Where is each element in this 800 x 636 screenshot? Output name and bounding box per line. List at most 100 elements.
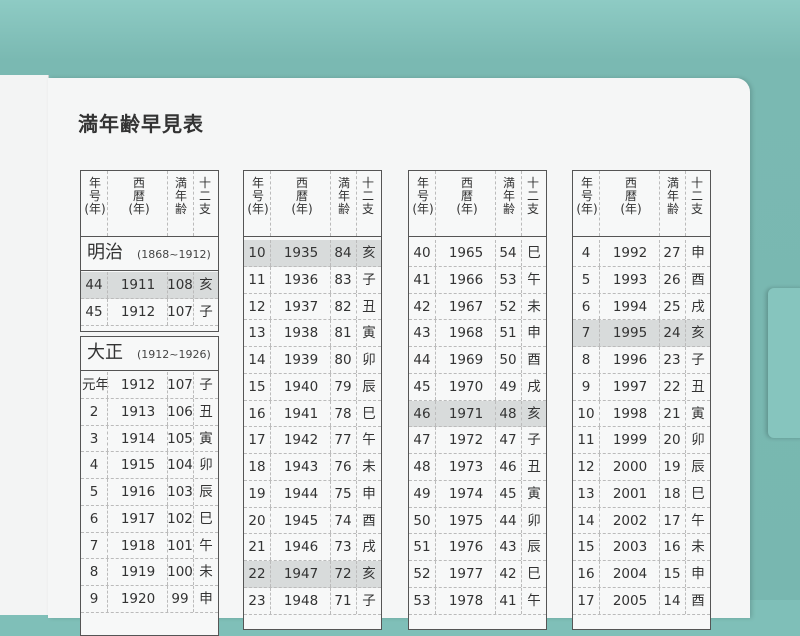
column-divider (356, 266, 357, 293)
era-year: 44 (85, 277, 103, 293)
era-year: 53 (413, 592, 431, 609)
zodiac: 卯 (199, 457, 213, 474)
age: 16 (663, 539, 681, 556)
column-divider (330, 293, 331, 320)
age: 14 (663, 592, 681, 609)
zodiac: 寅 (362, 325, 376, 342)
column-divider (270, 320, 271, 346)
column-divider (435, 587, 436, 614)
western-year: 1948 (283, 592, 319, 609)
era-year: 3 (89, 430, 99, 447)
age: 72 (334, 566, 352, 582)
column-divider (107, 559, 108, 585)
column-divider (435, 320, 436, 346)
column-divider (495, 561, 496, 587)
column-divider (599, 561, 600, 587)
column-divider (685, 293, 686, 320)
column-divider (193, 298, 194, 325)
column-divider (356, 240, 357, 266)
age: 51 (499, 325, 517, 342)
column-divider (107, 586, 108, 612)
western-year: 1977 (448, 566, 484, 582)
column-divider (330, 320, 331, 346)
column-divider (167, 505, 168, 532)
column-divider (495, 171, 496, 236)
western-year: 1941 (283, 405, 319, 422)
western-year: 1998 (612, 405, 648, 422)
age-table: 年号(年) 西暦(年) 満年齢 十二支 4 1992 27 申 5 1993 26 酉 6 1994 25 戌… (572, 170, 711, 630)
zodiac: 亥 (691, 325, 705, 342)
zodiac: 申 (691, 566, 705, 582)
western-year: 1920 (120, 591, 156, 607)
table-row: 14 1939 80 卯 (244, 347, 381, 374)
column-divider (495, 347, 496, 373)
column-divider (599, 534, 600, 560)
column-divider (495, 266, 496, 293)
table-row: 10 1935 84 亥 (244, 240, 381, 267)
western-year: 1975 (448, 512, 484, 529)
table-header: 年号(年) 西暦(年) 満年齢 十二支 (573, 171, 710, 237)
header-age: 満年齢 (502, 176, 515, 216)
column-divider (659, 587, 660, 614)
zodiac: 丑 (199, 403, 213, 420)
table-row: 40 1965 54 巳 (409, 240, 546, 267)
age: 80 (334, 352, 352, 368)
table-row: 23 1948 71 子 (244, 587, 381, 615)
age: 49 (499, 378, 517, 395)
zodiac: 寅 (527, 485, 541, 502)
table-row: 16 2004 15 申 (573, 561, 710, 588)
table-row: 15 2003 16 未 (573, 534, 710, 561)
table-row: 22 1947 72 亥 (244, 561, 381, 588)
column-divider (685, 266, 686, 293)
table-row: 10 1998 21 寅 (573, 400, 710, 428)
age: 73 (334, 539, 352, 556)
column-divider (599, 171, 600, 236)
column-divider (270, 400, 271, 427)
western-year: 1943 (283, 459, 319, 475)
era-year: 49 (413, 485, 431, 502)
column-divider (193, 452, 194, 478)
table-row: 49 1974 45 寅 (409, 480, 546, 508)
table-row: 元年 1912 107 子 (81, 372, 218, 399)
table-row: 43 1968 51 申 (409, 320, 546, 347)
age: 76 (334, 459, 352, 475)
western-year: 1940 (283, 378, 319, 395)
table-row: 8 1919 100 未 (81, 559, 218, 586)
column-divider (107, 398, 108, 425)
zodiac: 戌 (691, 298, 705, 315)
era-year: 15 (248, 378, 266, 395)
western-year: 1993 (612, 271, 648, 288)
zodiac: 巳 (362, 405, 376, 422)
table-row: 16 1941 78 巳 (244, 400, 381, 428)
column-divider (521, 507, 522, 534)
zodiac: 巳 (527, 245, 541, 261)
column-divider (685, 534, 686, 560)
header-era-year: 年号(年) (576, 176, 598, 216)
table-row: 45 1970 49 戌 (409, 373, 546, 401)
zodiac: 丑 (691, 378, 705, 395)
age: 77 (334, 432, 352, 449)
table-row: 20 1945 74 酉 (244, 507, 381, 535)
column-divider (356, 293, 357, 320)
column-divider (193, 171, 194, 236)
era-year: 42 (413, 298, 431, 315)
zodiac: 戌 (362, 539, 376, 556)
era-year: 50 (413, 512, 431, 529)
western-year: 1939 (283, 352, 319, 368)
column-divider (599, 427, 600, 453)
western-year: 1917 (120, 510, 156, 527)
zodiac: 亥 (527, 405, 541, 422)
western-year: 1947 (283, 566, 319, 582)
column-divider (495, 293, 496, 320)
era-year: 11 (248, 271, 266, 288)
western-year: 1995 (612, 325, 648, 342)
column-divider (435, 347, 436, 373)
column-divider (356, 171, 357, 236)
zodiac: 子 (362, 592, 376, 609)
zodiac: 寅 (199, 430, 213, 447)
column-divider (685, 507, 686, 534)
zodiac: 卯 (362, 352, 376, 368)
column-divider (330, 534, 331, 560)
column-divider (270, 534, 271, 560)
western-year: 1919 (120, 564, 156, 581)
